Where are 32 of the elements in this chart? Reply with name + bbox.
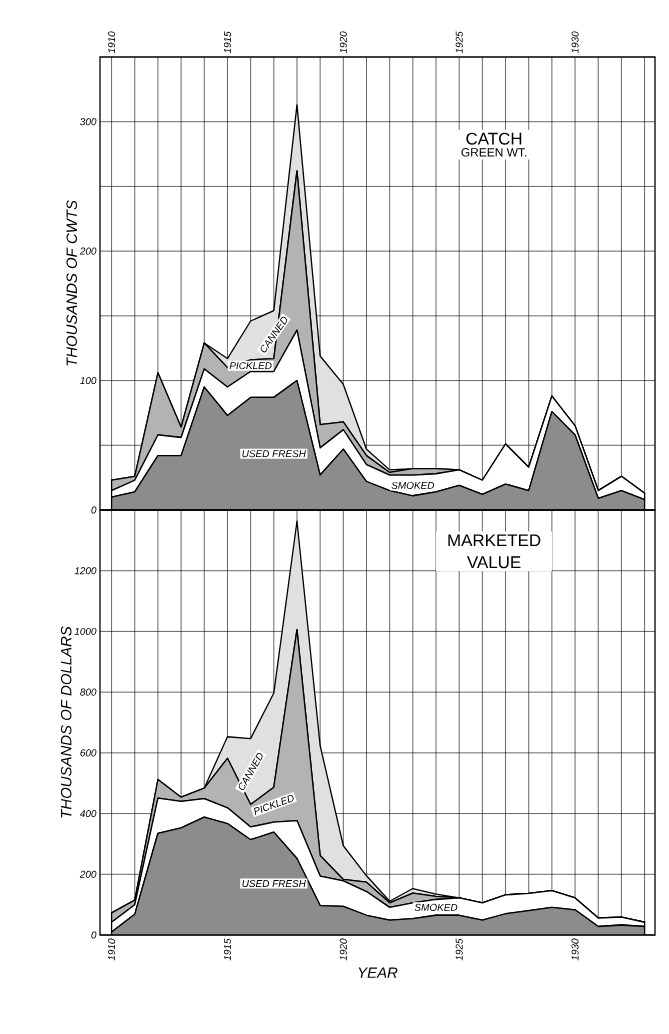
x-tick-label: 1925 <box>455 938 463 961</box>
y-tick-label: 300 <box>80 118 97 126</box>
x-tick-label: 1930 <box>571 31 579 54</box>
y-tick-label: 200 <box>79 870 97 878</box>
x-tick-label: 1925 <box>455 31 463 54</box>
y-axis-title: THOUSANDS OF DOLLARS <box>60 626 72 818</box>
x-tick-label: 1920 <box>339 31 347 54</box>
y-tick-label: 0 <box>91 931 97 939</box>
text: CATCH <box>466 132 522 145</box>
y-tick-label: 1000 <box>74 627 97 635</box>
x-tick-label: 1910 <box>108 938 116 961</box>
x-axis-title: YEAR <box>358 967 398 978</box>
series-label: PICKLED <box>229 362 272 370</box>
x-tick-label: 1915 <box>223 938 231 961</box>
x-tick-label: 1930 <box>571 938 579 961</box>
y-tick-label: 400 <box>79 810 97 818</box>
x-tick-label: 1910 <box>108 31 116 54</box>
y-tick-label: 100 <box>80 377 97 385</box>
y-tick-label: 1200 <box>74 567 97 575</box>
text: MARKETED VALUE <box>448 534 541 569</box>
y-tick-label: 600 <box>80 749 97 757</box>
y-tick-label: 800 <box>80 688 97 696</box>
x-tick-label: 1920 <box>339 938 347 961</box>
y-axis-title: THOUSANDS OF CWTS <box>66 200 78 366</box>
series-label: USED FRESH <box>242 450 306 458</box>
series-label: SMOKED <box>414 903 458 911</box>
series-label: SMOKED <box>391 481 435 489</box>
series-label: USED FRESH <box>242 880 306 888</box>
y-tick-label: 200 <box>79 247 97 255</box>
y-tick-label: 0 <box>91 506 97 514</box>
text: GREEN WT. <box>461 148 527 157</box>
x-tick-label: 1915 <box>223 31 231 54</box>
